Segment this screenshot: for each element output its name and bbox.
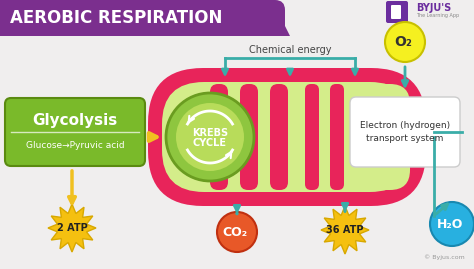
Text: Chemical energy: Chemical energy [249, 45, 331, 55]
Circle shape [217, 212, 257, 252]
FancyBboxPatch shape [391, 5, 401, 19]
FancyBboxPatch shape [270, 84, 288, 190]
Circle shape [176, 103, 244, 171]
FancyBboxPatch shape [148, 68, 426, 206]
Text: BYJU'S: BYJU'S [416, 3, 451, 13]
FancyBboxPatch shape [0, 0, 285, 36]
Polygon shape [0, 0, 290, 36]
Text: Electron (hydrogen)
transport system: Electron (hydrogen) transport system [360, 121, 450, 143]
FancyBboxPatch shape [330, 84, 344, 190]
FancyBboxPatch shape [350, 97, 460, 167]
Circle shape [385, 22, 425, 62]
Text: CYCLE: CYCLE [193, 138, 227, 148]
Circle shape [166, 93, 254, 181]
FancyBboxPatch shape [258, 88, 270, 186]
Text: Glycolysis: Glycolysis [32, 112, 118, 128]
Text: O₂: O₂ [394, 35, 412, 49]
Circle shape [430, 202, 474, 246]
FancyBboxPatch shape [240, 84, 258, 190]
Text: 36 ATP: 36 ATP [326, 225, 364, 235]
Text: © Byjus.com: © Byjus.com [424, 254, 465, 260]
FancyBboxPatch shape [210, 84, 228, 190]
Text: CO₂: CO₂ [222, 225, 247, 239]
FancyBboxPatch shape [319, 88, 330, 186]
FancyBboxPatch shape [228, 88, 240, 186]
Text: KREBS: KREBS [192, 128, 228, 138]
Text: Glucose→Pyruvic acid: Glucose→Pyruvic acid [26, 141, 124, 150]
FancyBboxPatch shape [162, 82, 412, 192]
Polygon shape [321, 206, 369, 254]
FancyBboxPatch shape [348, 84, 410, 190]
Text: The Learning App: The Learning App [416, 13, 459, 19]
FancyBboxPatch shape [386, 1, 408, 23]
Text: 2 ATP: 2 ATP [56, 223, 87, 233]
Polygon shape [48, 204, 96, 252]
Text: AEROBIC RESPIRATION: AEROBIC RESPIRATION [10, 9, 222, 27]
Text: H₂O: H₂O [437, 218, 463, 231]
FancyBboxPatch shape [305, 84, 319, 190]
FancyBboxPatch shape [5, 98, 145, 166]
